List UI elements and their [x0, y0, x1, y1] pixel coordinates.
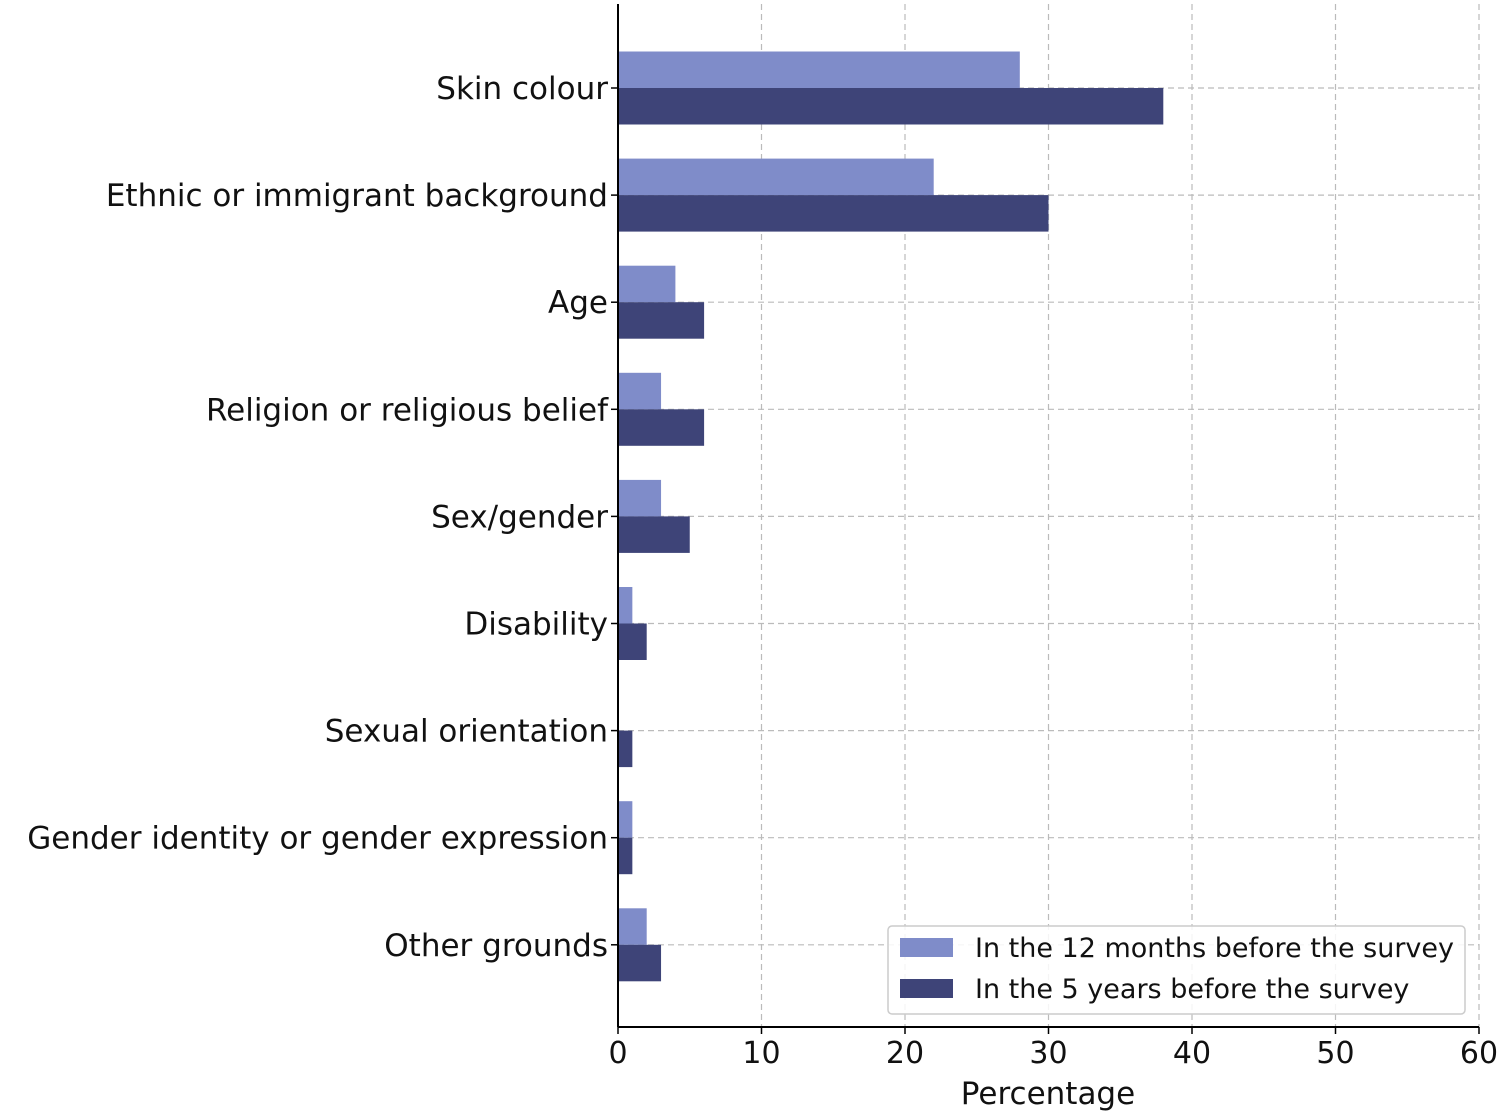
legend-label-12-months: In the 12 months before the survey — [975, 933, 1454, 964]
x-axis-label: Percentage — [961, 1076, 1135, 1112]
category-label-sex-gender: Sex/gender — [431, 499, 608, 535]
x-tick-label: 20 — [886, 1036, 924, 1071]
bar-gender-identity-or-gender-expression-5-years — [618, 837, 633, 875]
bar-skin-colour-12-months — [618, 51, 1020, 88]
x-tick-label: 60 — [1460, 1036, 1498, 1071]
category-label-skin-colour: Skin colour — [436, 71, 608, 107]
x-tick-label: 30 — [1029, 1036, 1067, 1071]
category-label-sexual-orientation: Sexual orientation — [325, 714, 608, 750]
x-tick-label: 50 — [1316, 1036, 1354, 1071]
category-label-age: Age — [548, 285, 608, 321]
category-label-religion-or-religious-belief: Religion or religious belief — [206, 392, 609, 428]
bar-religion-or-religious-belief-5-years — [618, 409, 705, 446]
x-tick-label: 0 — [608, 1036, 627, 1071]
bar-other-grounds-12-months — [618, 908, 647, 945]
legend-swatch-12-months — [900, 938, 953, 957]
category-label-ethnic-or-immigrant-background: Ethnic or immigrant background — [106, 178, 608, 214]
bar-religion-or-religious-belief-12-months — [618, 372, 662, 410]
bar-gender-identity-or-gender-expression-12-months — [618, 801, 633, 838]
bar-other-grounds-5-years — [618, 944, 662, 982]
x-tick-label: 10 — [742, 1036, 780, 1071]
category-label-gender-identity-or-gender-expression: Gender identity or gender expression — [27, 821, 608, 857]
bar-sex-gender-12-months — [618, 479, 662, 517]
bar-sexual-orientation-5-years — [618, 730, 633, 768]
grid-layer — [618, 4, 1480, 1027]
category-label-disability: Disability — [464, 607, 608, 643]
bars-layer — [618, 51, 1164, 982]
bar-sex-gender-5-years — [618, 516, 690, 553]
bar-ethnic-or-immigrant-background-5-years — [618, 195, 1049, 232]
legend-label-5-years: In the 5 years before the survey — [975, 974, 1409, 1005]
bar-disability-5-years — [618, 623, 647, 660]
x-tick-label: 40 — [1173, 1036, 1211, 1071]
bar-age-5-years — [618, 302, 705, 339]
bar-disability-12-months — [618, 587, 633, 624]
legend-box — [887, 925, 1466, 1015]
category-label-other-grounds: Other grounds — [384, 928, 608, 964]
legend-swatch-5-years — [900, 979, 953, 998]
bar-ethnic-or-immigrant-background-12-months — [618, 158, 934, 196]
x-ticks: 0 10 20 30 40 50 60 — [608, 1027, 1498, 1071]
y-category-labels: Skin colour Ethnic or immigrant backgroun… — [27, 71, 618, 964]
legend: In the 12 months before the survey In th… — [887, 925, 1466, 1015]
bar-age-12-months — [618, 265, 676, 303]
bar-skin-colour-5-years — [618, 88, 1164, 125]
